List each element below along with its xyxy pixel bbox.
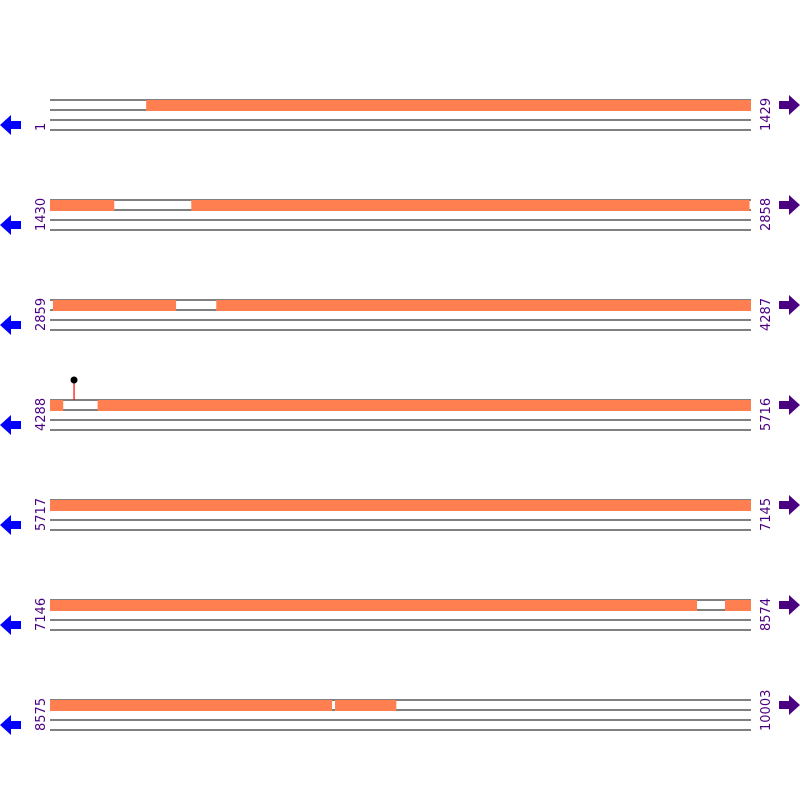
left-arrow-icon bbox=[0, 115, 21, 135]
start-position-label: 1 bbox=[34, 123, 49, 131]
feature-segment bbox=[50, 500, 751, 511]
end-position-label: 5716 bbox=[759, 398, 774, 431]
left-arrow-icon bbox=[0, 215, 21, 235]
start-position-label: 4288 bbox=[34, 398, 49, 431]
feature-segment bbox=[50, 600, 698, 611]
end-position-label: 4287 bbox=[759, 298, 774, 331]
feature-segment bbox=[50, 200, 115, 211]
feature-segment bbox=[97, 400, 752, 411]
end-position-label: 2858 bbox=[759, 198, 774, 231]
start-position-label: 7146 bbox=[34, 598, 49, 631]
end-position-label: 8574 bbox=[759, 598, 774, 631]
right-arrow-icon bbox=[779, 195, 800, 215]
feature-segment bbox=[52, 300, 177, 311]
start-position-label: 8575 bbox=[34, 698, 49, 731]
feature-segment bbox=[335, 700, 397, 711]
left-arrow-icon bbox=[0, 415, 21, 435]
start-position-label: 1430 bbox=[34, 198, 49, 231]
right-arrow-icon bbox=[779, 295, 800, 315]
feature-segment bbox=[50, 400, 64, 411]
feature-segment bbox=[191, 200, 750, 211]
end-position-label: 10003 bbox=[759, 690, 774, 731]
marker-head bbox=[70, 376, 78, 384]
right-arrow-icon bbox=[779, 695, 800, 715]
sequence-row: 1430 2858 bbox=[0, 195, 800, 235]
left-arrow-icon bbox=[0, 515, 21, 535]
left-arrow-icon bbox=[0, 315, 21, 335]
start-position-label: 2859 bbox=[34, 298, 49, 331]
feature-segment bbox=[146, 100, 751, 111]
end-position-label: 1429 bbox=[759, 98, 774, 131]
sequence-row: 5717 7145 bbox=[0, 495, 800, 535]
sequence-row: 7146 8574 bbox=[0, 595, 800, 635]
end-position-label: 7145 bbox=[759, 498, 774, 531]
sequence-row: 4288 5716 bbox=[0, 376, 800, 435]
right-arrow-icon bbox=[779, 595, 800, 615]
sequence-row: 1 1429 bbox=[0, 95, 800, 135]
feature-segment bbox=[725, 600, 751, 611]
right-arrow-icon bbox=[779, 395, 800, 415]
right-arrow-icon bbox=[779, 95, 800, 115]
left-arrow-icon bbox=[0, 715, 21, 735]
start-position-label: 5717 bbox=[34, 498, 49, 531]
left-arrow-icon bbox=[0, 615, 21, 635]
sequence-row: 8575 10003 bbox=[0, 690, 800, 735]
right-arrow-icon bbox=[779, 495, 800, 515]
sequence-row: 2859 4287 bbox=[0, 295, 800, 335]
feature-segment bbox=[216, 300, 751, 311]
feature-segment bbox=[50, 700, 333, 711]
